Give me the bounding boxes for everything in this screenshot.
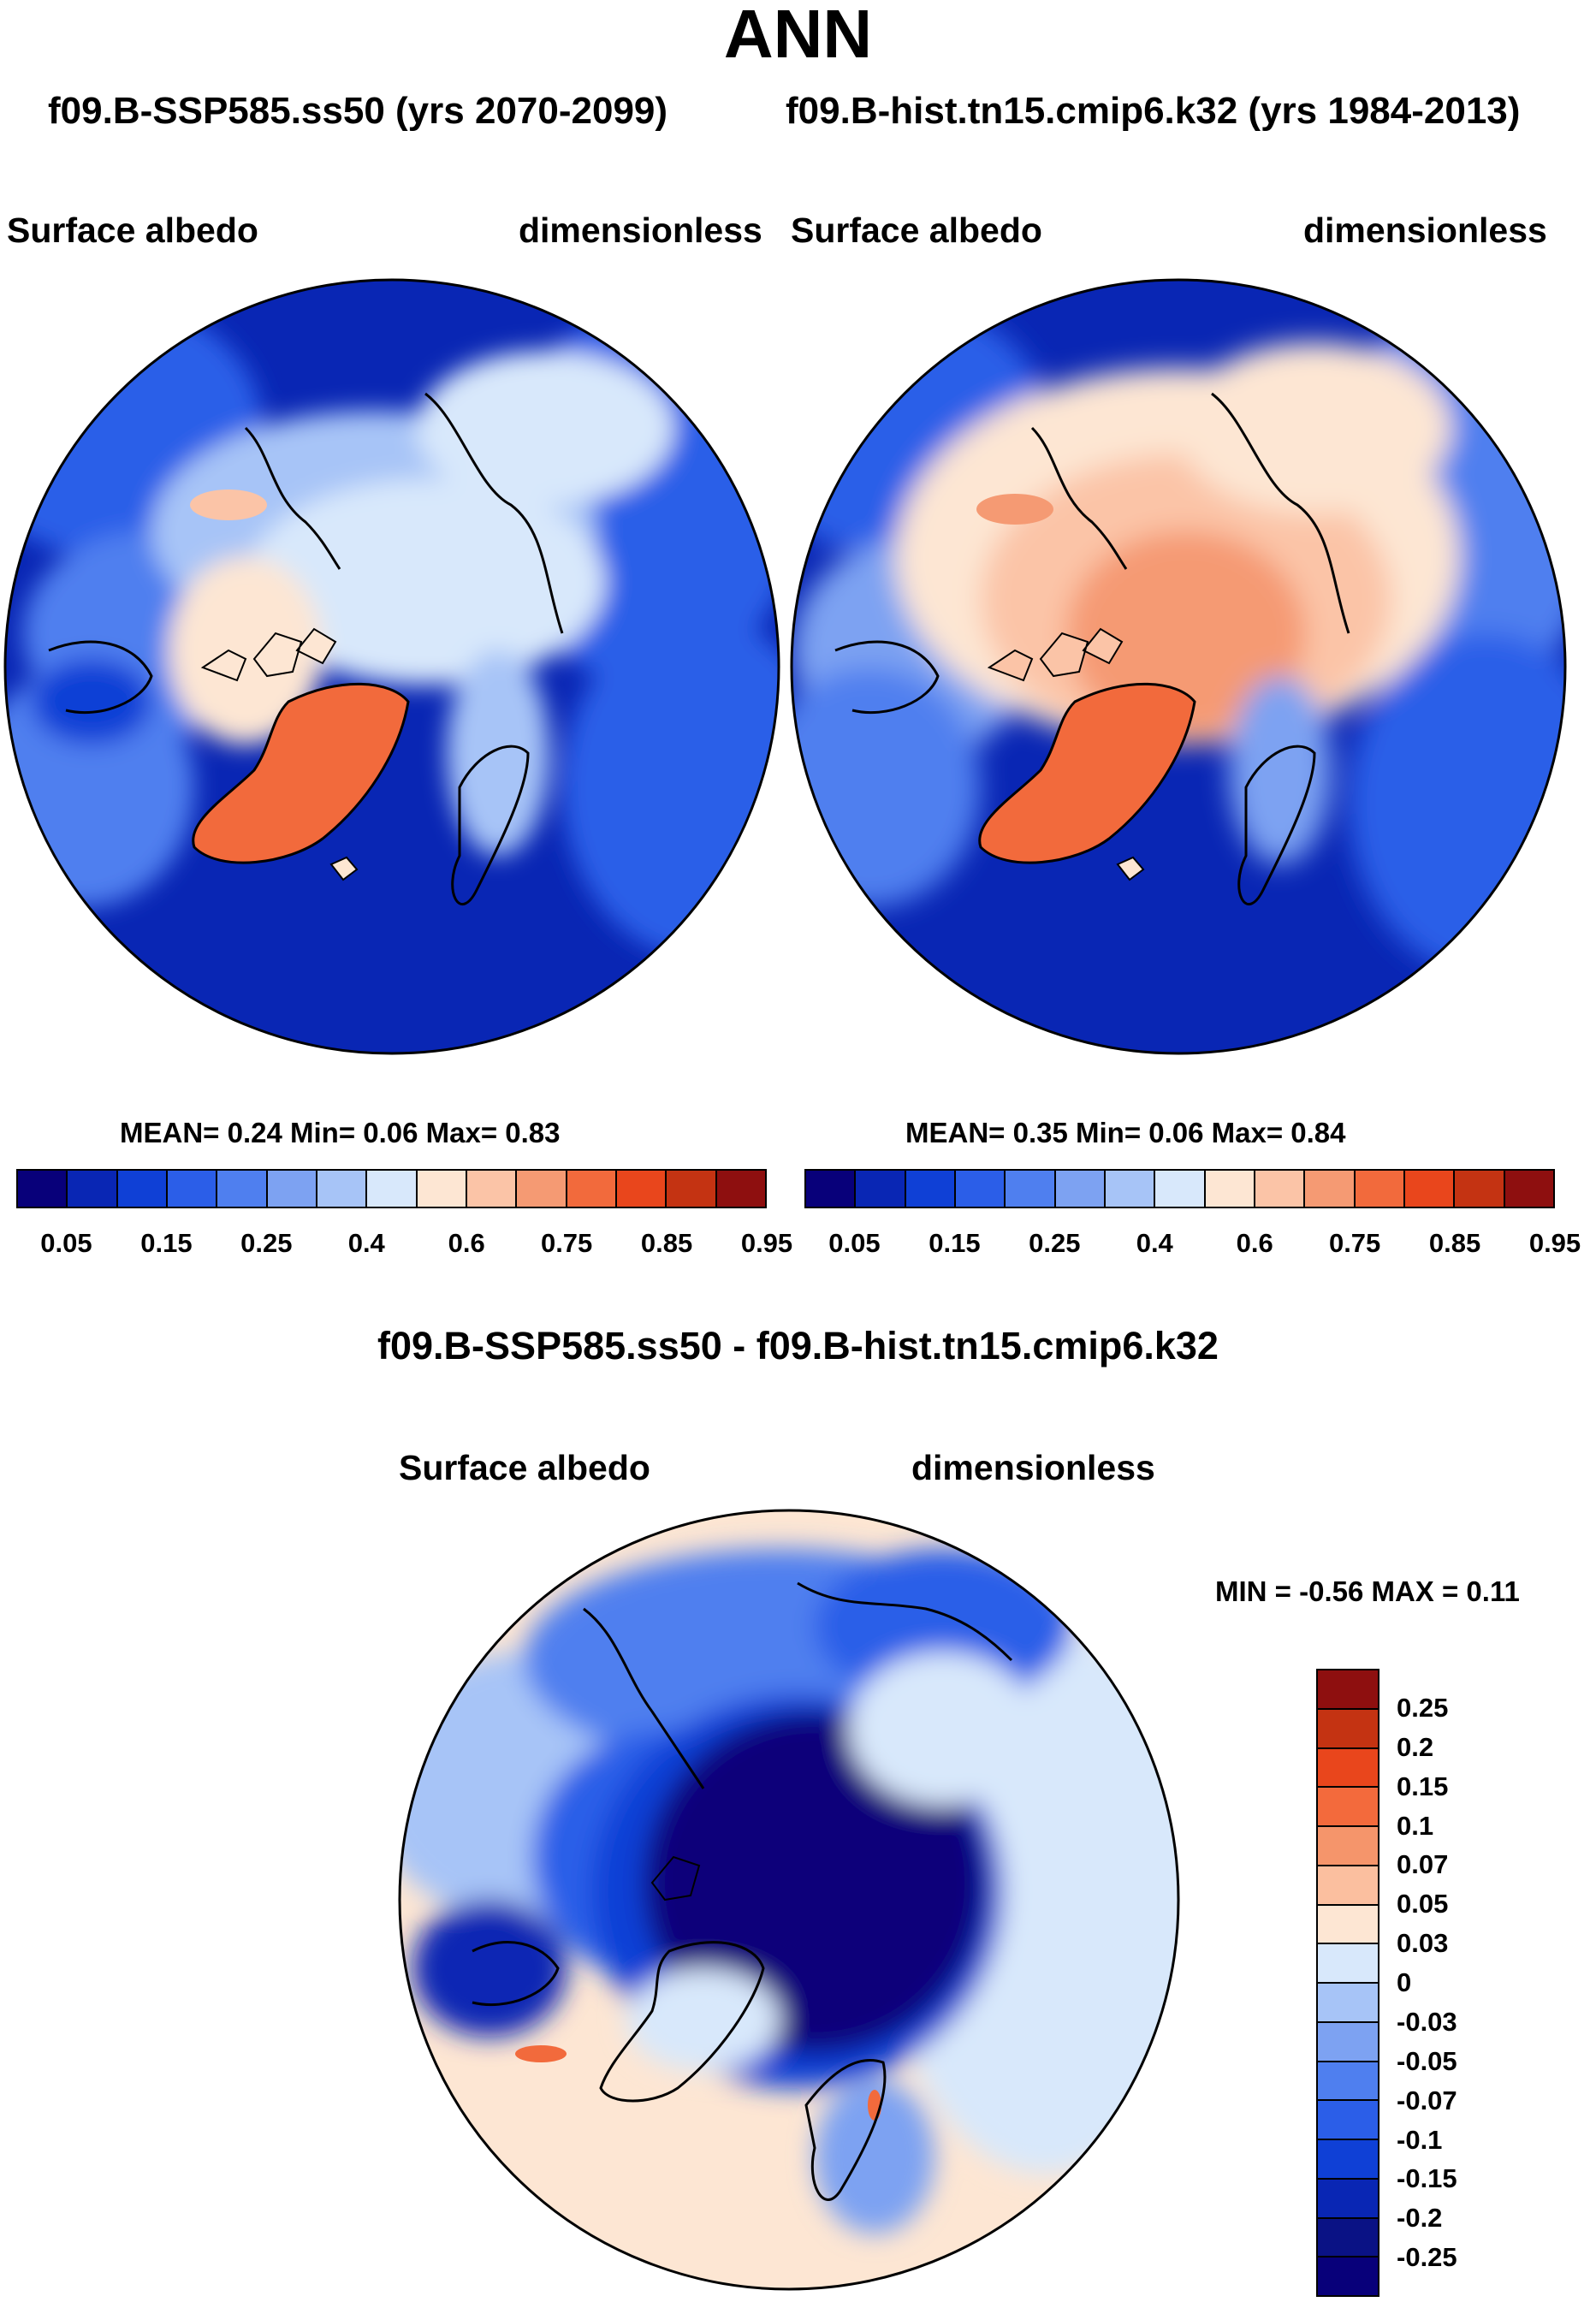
colorbar-segment [1305, 1171, 1356, 1207]
colorbar-segment [1318, 2218, 1378, 2258]
map-panel-future [3, 278, 780, 1055]
colorbar-tick-label: 0.15 [929, 1228, 981, 1258]
colorbar-segment [955, 1171, 1006, 1207]
colorbar-tick-label: 0.03 [1397, 1928, 1449, 1959]
colorbar-segment [1055, 1171, 1106, 1207]
colorbar-segment [1318, 2022, 1378, 2062]
colorbar-tick-label: -0.03 [1397, 2006, 1457, 2037]
colorbar-segment [1355, 1171, 1405, 1207]
colorbar-difference [1316, 1669, 1379, 2297]
colorbar-tick-label: 0 [1397, 1967, 1412, 1997]
page-title: ANN [723, 0, 873, 72]
colorbar-segment [1455, 1171, 1505, 1207]
panel-b-variable: Surface albedo [791, 211, 1042, 250]
colorbar-segment [1318, 2179, 1378, 2219]
colorbar-segment [616, 1171, 667, 1207]
colorbar-segment [1318, 1748, 1378, 1789]
colorbar-segment [1318, 1788, 1378, 1827]
case-a-title: f09.B-SSP585.ss50 (yrs 2070-2099) [48, 90, 668, 132]
colorbar-tick-label: 0.4 [347, 1228, 385, 1258]
colorbar-segment [1318, 1944, 1378, 1984]
colorbar-segment [667, 1171, 717, 1207]
colorbar-segment [1318, 2062, 1378, 2102]
colorbar-future [16, 1169, 767, 1208]
colorbar-segment [1155, 1171, 1206, 1207]
colorbar-tick-label: 0.6 [1236, 1228, 1273, 1258]
colorbar-segment [567, 1171, 617, 1207]
panel-a-units: dimensionless [519, 211, 762, 250]
colorbar-tick-label: -0.15 [1397, 2163, 1457, 2194]
diff-title: f09.B-SSP585.ss50 - f09.B-hist.tn15.cmip… [377, 1324, 1219, 1368]
colorbar-segment [806, 1171, 857, 1207]
panel-b-stats: MEAN= 0.35 Min= 0.06 Max= 0.84 [905, 1117, 1346, 1148]
diff-units: dimensionless [911, 1448, 1155, 1487]
colorbar-tick-label: 0.05 [1397, 1889, 1449, 1919]
colorbar-tick-label: -0.1 [1397, 2124, 1443, 2155]
colorbar-segment [1504, 1171, 1553, 1207]
case-b-title: f09.B-hist.tn15.cmip6.k32 (yrs 1984-2013… [786, 90, 1521, 132]
colorbar-segment [1318, 2101, 1378, 2140]
colorbar-segment [716, 1171, 765, 1207]
colorbar-segment [1318, 1984, 1378, 2023]
colorbar-segment [1318, 2258, 1378, 2295]
colorbar-segment [217, 1171, 268, 1207]
colorbar-segment [1105, 1171, 1156, 1207]
colorbar-segment [1006, 1171, 1056, 1207]
map-panel-historical [790, 278, 1567, 1055]
colorbar-tick-label: 0.75 [540, 1228, 593, 1258]
colorbar-tick-label: 0.15 [1397, 1771, 1449, 1801]
colorbar-tick-label: 0.07 [1397, 1849, 1449, 1880]
panel-b-units: dimensionless [1303, 211, 1547, 250]
colorbar-tick-label: -0.25 [1397, 2242, 1457, 2273]
colorbar-segment [1318, 2140, 1378, 2180]
colorbar-segment [68, 1171, 118, 1207]
colorbar-historical [804, 1169, 1555, 1208]
colorbar-tick-label: -0.2 [1397, 2203, 1443, 2234]
colorbar-tick-label: -0.05 [1397, 2045, 1457, 2076]
colorbar-segment [117, 1171, 168, 1207]
colorbar-segment [167, 1171, 218, 1207]
colorbar-tick-label: 0.05 [828, 1228, 881, 1258]
map-panel-difference [398, 1509, 1180, 2291]
colorbar-tick-label: 0.25 [240, 1228, 293, 1258]
colorbar-segment [905, 1171, 956, 1207]
colorbar-segment [1318, 1670, 1378, 1710]
colorbar-tick-label: 0.6 [448, 1228, 485, 1258]
colorbar-tick-label: 0.85 [640, 1228, 693, 1258]
colorbar-segment [1255, 1171, 1306, 1207]
colorbar-tick-label: 0.15 [140, 1228, 193, 1258]
colorbar-tick-label: 0.4 [1136, 1228, 1173, 1258]
colorbar-tick-label: 0.1 [1397, 1810, 1434, 1841]
colorbar-tick-label: 0.75 [1328, 1228, 1381, 1258]
colorbar-tick-label: -0.07 [1397, 2085, 1457, 2115]
colorbar-tick-label: 0.95 [740, 1228, 793, 1258]
panel-a-stats: MEAN= 0.24 Min= 0.06 Max= 0.83 [120, 1117, 561, 1148]
colorbar-tick-label: 0.85 [1428, 1228, 1481, 1258]
colorbar-segment [1205, 1171, 1255, 1207]
colorbar-tick-label: 0.95 [1528, 1228, 1581, 1258]
colorbar-segment [466, 1171, 518, 1207]
colorbar-segment [267, 1171, 317, 1207]
colorbar-tick-label: 0.25 [1029, 1228, 1081, 1258]
panel-a-variable: Surface albedo [7, 211, 258, 250]
colorbar-segment [1318, 1905, 1378, 1945]
colorbar-segment [417, 1171, 467, 1207]
diff-minmax: MIN = -0.56 MAX = 0.11 [1215, 1575, 1520, 1607]
colorbar-segment [317, 1171, 368, 1207]
colorbar-segment [856, 1171, 906, 1207]
colorbar-segment [1318, 1709, 1378, 1749]
colorbar-segment [517, 1171, 567, 1207]
colorbar-tick-label: 0.05 [40, 1228, 92, 1258]
colorbar-segment [18, 1171, 68, 1207]
colorbar-segment [1318, 1866, 1378, 1906]
colorbar-tick-label: 0.2 [1397, 1731, 1434, 1762]
colorbar-tick-label: 0.25 [1397, 1692, 1449, 1723]
colorbar-segment [367, 1171, 418, 1207]
diff-variable: Surface albedo [399, 1448, 650, 1487]
colorbar-segment [1404, 1171, 1456, 1207]
colorbar-segment [1318, 1827, 1378, 1866]
